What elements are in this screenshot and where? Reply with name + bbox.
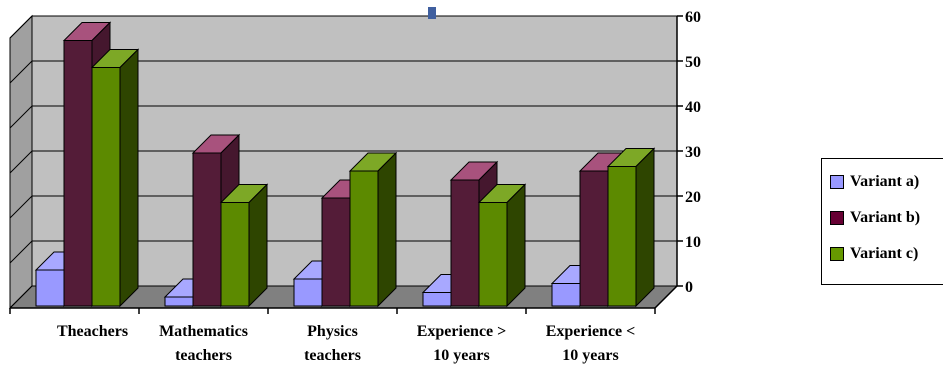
x-category-label: Theachers [57, 323, 128, 340]
legend-label-variant-c: Variant c) [850, 245, 919, 262]
y-tick-label: 30 [685, 144, 701, 161]
legend-swatch-variant-a [830, 175, 844, 189]
legend-label-variant-a: Variant a) [850, 173, 920, 190]
legend-item-variant-a: Variant a) [830, 171, 919, 193]
bar-2-2 [348, 151, 398, 308]
y-tick-label: 0 [685, 279, 693, 296]
legend-label-variant-b: Variant b) [850, 209, 921, 226]
y-tick-label: 40 [685, 99, 701, 116]
gridline-side [9, 150, 33, 174]
x-category-label: Physics [307, 323, 358, 340]
gridline-side [9, 60, 33, 84]
gridline-side [9, 285, 33, 309]
y-tick-label: 20 [685, 189, 701, 206]
x-category-labels: Theachers Mathematics teachers Physics teach… [57, 323, 635, 364]
y-tick-label: 10 [685, 234, 701, 251]
x-category-label: Experience < [546, 323, 636, 340]
bar-2-4 [606, 147, 656, 308]
bar-2-3 [477, 183, 527, 308]
legend-item-variant-c: Variant c) [830, 243, 918, 265]
legend-item-variant-b: Variant b) [830, 207, 920, 229]
gridline-side [9, 105, 33, 129]
axes [9, 15, 683, 314]
y-tick-label: 60 [685, 9, 701, 26]
x-category-label: 10 years [433, 347, 489, 364]
gridline-side [9, 240, 33, 264]
legend-swatch-variant-c [830, 247, 844, 261]
y-tick-label: 50 [685, 54, 701, 71]
y-tick-labels: 0 10 20 30 40 50 60 [685, 9, 701, 296]
gridline-side [9, 195, 33, 219]
x-category-label: teachers [175, 347, 232, 364]
x-category-label: teachers [304, 347, 361, 364]
legend-swatch-variant-b [830, 211, 844, 225]
x-category-label: 10 years [562, 347, 618, 364]
y-axis-base [654, 285, 678, 309]
x-category-label: Mathematics [159, 323, 248, 340]
decorative-marker [428, 7, 436, 19]
gridline-side [9, 15, 33, 39]
legend: Variant a) Variant b) Variant c) [821, 158, 943, 285]
bar-2-1 [219, 183, 269, 308]
bars [34, 21, 656, 308]
x-category-label: Experience > [417, 323, 507, 340]
bar-2-0 [90, 48, 140, 308]
